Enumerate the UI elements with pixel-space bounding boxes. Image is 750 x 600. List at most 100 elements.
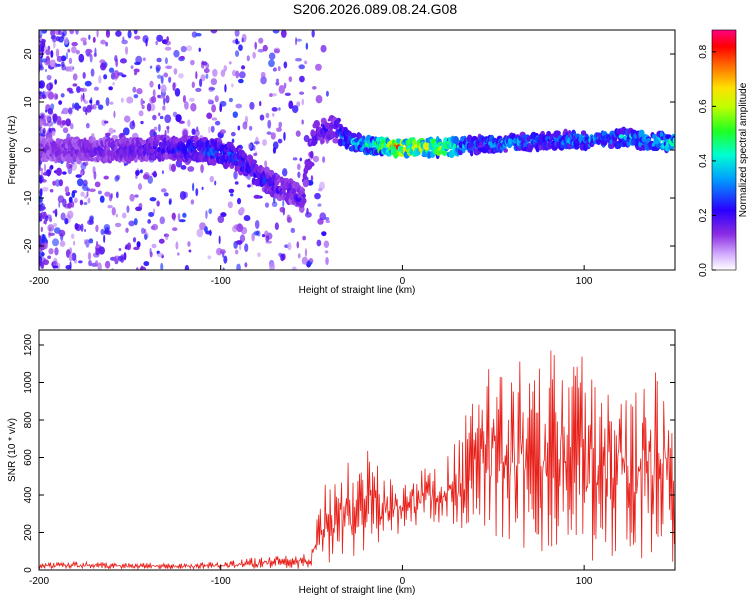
spectrogram-speckle xyxy=(234,50,240,57)
spectrogram-speckle xyxy=(271,201,278,208)
spectrogram-speckle xyxy=(283,61,288,69)
spectrogram-speckle xyxy=(97,190,102,195)
spectrogram-speckle xyxy=(172,227,178,232)
spectrogram-speckle xyxy=(158,123,161,132)
spectrogram-speckle xyxy=(60,93,65,98)
spectrogram-speckle xyxy=(122,212,127,219)
spectrogram-speckle xyxy=(178,219,186,223)
spectrogram-speckle xyxy=(95,240,99,248)
spectrogram-speckle xyxy=(227,201,233,209)
spectrogram-speckle xyxy=(157,83,161,90)
spectrogram-speckle xyxy=(109,101,114,105)
spectrogram-speckle xyxy=(82,183,89,192)
spectrogram-speckle xyxy=(115,213,118,218)
x-tick-label: 0 xyxy=(400,576,406,587)
spectrogram-speckle xyxy=(236,263,241,270)
spectrogram-speckle xyxy=(173,68,178,75)
spectrogram-speckle xyxy=(39,118,44,128)
spectrogram-speckle xyxy=(39,188,43,197)
spectrogram-speckle xyxy=(187,241,191,247)
spectrogram-speckle xyxy=(52,210,57,214)
spectrogram-speckle xyxy=(39,93,43,100)
spectrogram-speckle xyxy=(319,212,327,221)
spectrogram-speckle xyxy=(69,261,72,270)
spectrogram-speckle xyxy=(267,119,272,129)
spectrogram-speckle xyxy=(104,260,111,269)
spectrogram-speckle xyxy=(122,127,130,136)
spectrogram-speckle xyxy=(88,34,91,40)
spectrogram-speckle xyxy=(50,50,54,58)
spectrogram-speckle xyxy=(212,68,218,77)
spectrogram-speckle xyxy=(85,239,90,248)
spectrogram-speckle xyxy=(123,252,127,261)
spectrogram-speckle xyxy=(98,246,106,255)
spectrogram-speckle xyxy=(42,117,46,126)
spectrogram-speckle xyxy=(200,164,204,173)
spectrogram-speckle xyxy=(282,200,285,208)
spectrogram-speckle xyxy=(310,175,314,182)
spectrogram-speckle xyxy=(88,259,92,267)
spectrogram-speckle xyxy=(45,109,48,113)
spectrogram-speckle xyxy=(241,65,246,70)
spectrogram-speckle xyxy=(206,112,213,119)
spectrogram-speckle xyxy=(158,238,165,244)
spectrogram-speckle xyxy=(45,49,51,56)
spectrogram-speckle xyxy=(115,30,122,37)
spectrogram-speckle xyxy=(85,122,90,129)
spectrogram-speckle xyxy=(72,73,78,81)
spectrogram-speckle xyxy=(62,171,67,175)
spectrogram-speckle xyxy=(209,229,212,236)
spectrogram-speckle xyxy=(301,119,304,125)
spectrogram-speckle xyxy=(115,191,119,199)
spectrogram-cell xyxy=(528,144,533,153)
spectrogram-speckle xyxy=(242,121,248,130)
spectrogram-speckle xyxy=(223,255,228,264)
spectrogram-speckle xyxy=(56,120,62,126)
spectrogram-speckle xyxy=(302,235,307,241)
spectrogram-speckle xyxy=(278,121,283,129)
spectrogram-speckle xyxy=(68,57,73,65)
spectrogram-speckle xyxy=(56,63,61,67)
spectrogram-speckle xyxy=(205,73,209,79)
spectrogram-speckle xyxy=(153,126,158,131)
spectrogram-speckle xyxy=(153,170,157,178)
spectrogram-speckle xyxy=(162,105,166,111)
spectrogram-speckle xyxy=(93,86,99,91)
y-tick-label: 0 xyxy=(23,147,34,153)
spectrogram-speckle xyxy=(284,92,291,97)
spectrogram-speckle xyxy=(134,194,139,198)
spectrogram-speckle xyxy=(71,201,75,208)
spectrogram-speckle xyxy=(111,206,116,216)
spectrogram-speckle xyxy=(132,86,137,93)
spectrogram-speckle xyxy=(324,250,329,254)
spectrogram-speckle xyxy=(58,229,66,237)
spectrogram-cell xyxy=(302,179,309,188)
spectrogram-speckle xyxy=(264,202,270,208)
spectrogram-speckle xyxy=(68,65,74,73)
spectrogram-speckle xyxy=(99,195,105,203)
spectrogram-speckle xyxy=(149,251,153,258)
spectrogram-speckle xyxy=(138,110,144,117)
spectrogram-speckle xyxy=(295,36,298,46)
spectrogram-cell xyxy=(232,147,238,153)
snr-frame xyxy=(38,329,676,571)
x-tick-label: -100 xyxy=(211,276,231,287)
spectrogram-speckle xyxy=(50,103,55,111)
spectrogram-speckle xyxy=(46,116,51,122)
spectrogram-speckle xyxy=(287,242,292,251)
spectrogram-speckle xyxy=(191,31,198,38)
spectrogram-speckle xyxy=(211,117,218,121)
spectrogram-speckle xyxy=(222,267,225,270)
spectrogram-speckle xyxy=(71,252,77,261)
spectrogram-speckle xyxy=(190,102,197,112)
spectrogram-speckle xyxy=(40,127,43,134)
spectrogram-speckle xyxy=(234,30,240,37)
spectrogram-speckle xyxy=(272,93,277,97)
spectrogram-speckle xyxy=(173,49,180,58)
spectrogram-speckle xyxy=(283,82,287,89)
spectrogram-speckle xyxy=(295,38,302,42)
spectrogram-speckle xyxy=(301,98,305,106)
spectrogram-speckle xyxy=(128,220,135,227)
spectrogram-speckle xyxy=(157,112,161,117)
spectrogram-speckle xyxy=(54,179,61,187)
